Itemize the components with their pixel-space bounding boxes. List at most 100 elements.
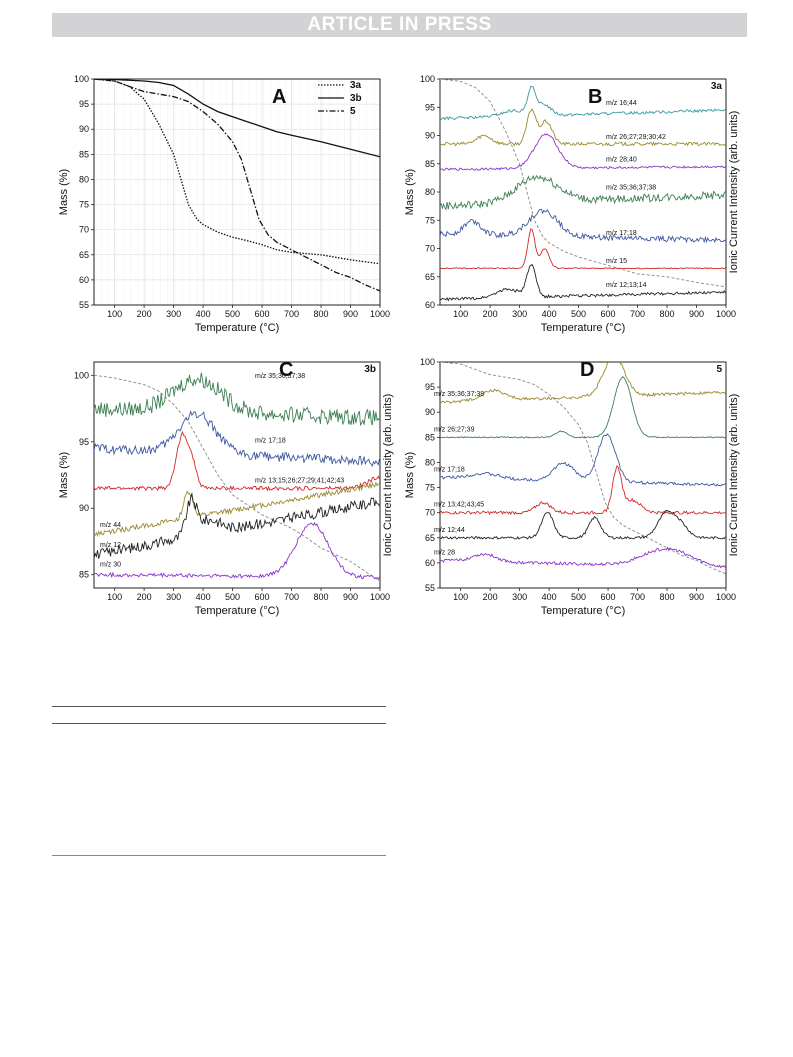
x-tick-label: 500: [225, 309, 240, 319]
x-tick-label: 900: [689, 309, 704, 319]
x-axis-label: Temperature (°C): [195, 322, 279, 334]
x-tick-label: 800: [660, 592, 675, 602]
y-tick-label: 70: [425, 244, 435, 254]
y-tick-label: 80: [79, 174, 89, 184]
y2-axis-label: Ionic Current Intensity (arb. units): [728, 394, 740, 557]
x-tick-label: 300: [166, 592, 181, 602]
ms-curve-m-z-12-13-14: [440, 263, 726, 302]
y-tick-label: 90: [79, 124, 89, 134]
x-tick-label: 300: [512, 592, 527, 602]
x-axis-label: Temperature (°C): [541, 322, 625, 334]
ms-curve-label: m/z 12;13;14: [606, 282, 647, 289]
table-bottom-rule: [52, 855, 386, 856]
y-tick-label: 95: [425, 382, 435, 392]
ms-curve-label: m/z 17;18: [434, 467, 465, 474]
x-tick-label: 200: [483, 592, 498, 602]
y-tick-label: 90: [79, 503, 89, 513]
y-tick-label: 60: [79, 275, 89, 285]
legend-label: 3b: [350, 93, 362, 104]
y-tick-label: 95: [79, 437, 89, 447]
y-tick-label: 75: [425, 483, 435, 493]
chart-panel-c: 100 200 300 400 500 600 700 800 900 1000 85 90 95 100…: [58, 359, 394, 617]
ms-curve-label: m/z 13;15;26;27;29;41;42;43: [255, 477, 344, 484]
plot-frame: [439, 361, 727, 589]
x-tick-label: 300: [166, 309, 181, 319]
x-tick-label: 100: [107, 592, 122, 602]
ms-curve-label: m/z 28;40: [606, 156, 637, 163]
x-tick-label: 500: [571, 592, 586, 602]
ms-curve-label: m/z 15: [606, 258, 627, 265]
tga-curve-3a: [94, 79, 380, 265]
chart-panel-a: 100 200 300 400 500 600 700 800 900 1000 55 60 65 70 7…: [58, 74, 390, 334]
ms-curve-label: m/z 26;27;29;30;42: [606, 134, 666, 141]
table-header-rule: [52, 723, 386, 724]
y-tick-label: 70: [79, 225, 89, 235]
tga-curve-3b: [94, 79, 380, 158]
x-tick-label: 200: [483, 309, 498, 319]
plot-frame: [93, 361, 381, 589]
y-tick-label: 85: [79, 570, 89, 580]
ms-curve-m-z-30: [94, 521, 380, 580]
legend-label: 3a: [350, 80, 362, 91]
ms-curve-label: m/z 30: [100, 562, 121, 569]
ms-curve-m-z-15: [440, 228, 726, 270]
ms-curve-m-z-26-27-39: [440, 375, 726, 439]
ms-curve-m-z-35-36-37-38: [440, 174, 726, 211]
ms-curve-label: m/z 44: [100, 522, 121, 529]
mass-loss-curve: [94, 374, 380, 582]
x-axis-label: Temperature (°C): [195, 605, 279, 617]
x-tick-label: 100: [107, 309, 122, 319]
x-tick-label: 600: [255, 592, 270, 602]
x-tick-label: 400: [542, 309, 557, 319]
ms-curve-m-z-17-18: [94, 410, 380, 468]
tga-curve-5: [94, 79, 380, 292]
x-tick-label: 300: [512, 309, 527, 319]
y-tick-label: 60: [425, 300, 435, 310]
chart-panel-d: 100 200 300 400 500 600 700 800 900 1000 55 60 65 70 7…: [404, 357, 740, 617]
x-tick-label: 900: [343, 309, 358, 319]
panel-label: D: [580, 359, 594, 381]
x-tick-label: 400: [196, 309, 211, 319]
y-tick-label: 95: [425, 102, 435, 112]
sample-label: 3a: [711, 81, 723, 92]
y-tick-label: 100: [74, 74, 89, 84]
article-in-press-banner: ARTICLE IN PRESS: [52, 13, 747, 37]
x-tick-label: 200: [137, 592, 152, 602]
ms-curve-m-z-12-44: [440, 509, 726, 540]
chart-panel-b: 100 200 300 400 500 600 700 800 900 1000 60 65 70 75 8…: [404, 74, 740, 334]
ms-curve-label: m/z 13;42;43;45: [434, 502, 484, 509]
ms-curve-m-z-13-15-26-27-29-41-42-43: [94, 430, 380, 492]
panel-label: A: [272, 86, 286, 108]
y-tick-label: 85: [425, 159, 435, 169]
ms-curve-m-z-12: [94, 492, 380, 559]
y-tick-label: 100: [420, 357, 435, 367]
x-tick-label: 400: [196, 592, 211, 602]
x-tick-label: 1000: [370, 309, 390, 319]
x-tick-label: 100: [453, 592, 468, 602]
x-tick-label: 100: [453, 309, 468, 319]
y-tick-label: 65: [79, 250, 89, 260]
ms-curve-m-z-26-27-29-30-42: [440, 108, 726, 147]
x-tick-label: 700: [284, 309, 299, 319]
ms-curve-m-z-16-44: [440, 85, 726, 121]
x-axis-label: Temperature (°C): [541, 605, 625, 617]
x-tick-label: 900: [343, 592, 358, 602]
x-tick-label: 600: [601, 309, 616, 319]
y-tick-label: 55: [79, 300, 89, 310]
y-tick-label: 85: [425, 432, 435, 442]
x-tick-label: 800: [314, 592, 329, 602]
y-tick-label: 60: [425, 558, 435, 568]
panel-label: C: [279, 359, 293, 381]
ms-curve-m-z-28-40: [440, 133, 726, 171]
sample-label: 5: [716, 364, 722, 375]
x-tick-label: 800: [660, 309, 675, 319]
y-tick-label: 95: [79, 99, 89, 109]
x-tick-label: 700: [284, 592, 299, 602]
y-tick-label: 70: [425, 508, 435, 518]
x-tick-label: 600: [601, 592, 616, 602]
ms-curve-label: m/z 12: [100, 542, 121, 549]
x-tick-label: 500: [225, 592, 240, 602]
x-tick-label: 500: [571, 309, 586, 319]
ms-curve-m-z-44: [94, 481, 380, 538]
ms-curve-label: m/z 16;44: [606, 100, 637, 107]
